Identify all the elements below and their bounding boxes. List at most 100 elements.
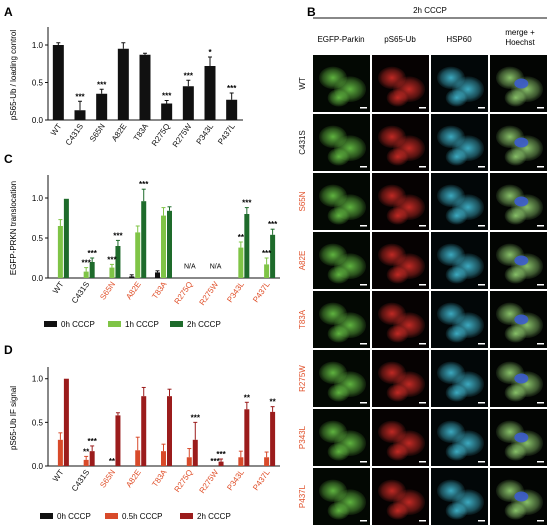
legend-swatch: [44, 321, 57, 327]
y-tick-label: 0.0: [32, 462, 44, 471]
category-label: T83A: [150, 467, 169, 488]
scale-bar: [478, 402, 485, 404]
y-axis-label: EGFP-PRKN translocation: [9, 181, 18, 275]
category-label: WT: [51, 280, 66, 295]
cell-blob: [327, 383, 350, 402]
category-label: A82E: [124, 468, 143, 489]
microscopy-panel: 2h CCCP EGFP-Parkin pS65-Ub HSP60 merge +Hoe…: [298, 6, 547, 525]
significance-marker: ***: [210, 457, 220, 466]
bar: [167, 396, 172, 466]
cell-blob: [327, 324, 350, 343]
category-label: R275Q: [150, 122, 172, 148]
scale-bar: [360, 461, 367, 463]
y-axis-label: pS65-Ub / loading control: [9, 30, 18, 121]
bar: [186, 457, 192, 466]
bar: [192, 439, 198, 466]
scale-bar: [478, 461, 485, 463]
bar: [63, 378, 69, 466]
row-label: T83A: [298, 309, 307, 329]
bar: [244, 214, 250, 278]
scale-bar: [537, 225, 544, 227]
category-label: P437L: [251, 280, 272, 305]
significance-marker: ***: [75, 92, 85, 101]
bar: [167, 210, 172, 278]
cell-blob: [386, 265, 409, 284]
nucleus-blob: [514, 255, 529, 266]
column-header: pS65-Ub: [384, 35, 416, 44]
bar: [52, 45, 64, 120]
na-label: N/A: [184, 263, 196, 270]
bar: [63, 198, 69, 278]
cell-blob: [504, 88, 527, 107]
bar: [141, 201, 147, 278]
significance-marker: **: [238, 233, 245, 242]
bar: [244, 409, 250, 466]
scale-bar: [419, 461, 426, 463]
bar: [109, 267, 115, 278]
bar: [270, 411, 276, 466]
y-tick-label: 0.5: [32, 418, 44, 427]
category-label: C431S: [64, 122, 85, 147]
category-label: R275W: [198, 468, 221, 495]
cell-blob: [504, 383, 527, 402]
y-tick-label: 1.0: [32, 194, 44, 203]
bar: [117, 48, 129, 120]
category-label: C431S: [70, 280, 91, 305]
bar: [270, 234, 276, 278]
bar: [115, 246, 121, 278]
category-label: R275W: [198, 280, 221, 307]
significance-marker: **: [269, 398, 276, 407]
cell-blob: [445, 88, 468, 107]
scale-bar: [419, 166, 426, 168]
scale-bar: [360, 107, 367, 109]
nucleus-blob: [514, 491, 529, 502]
category-label: WT: [51, 468, 66, 483]
y-tick-label: 0.0: [32, 274, 44, 283]
cell-blob: [445, 324, 468, 343]
bar: [115, 415, 121, 466]
category-label: A82E: [110, 122, 129, 143]
significance-marker: ***: [113, 231, 123, 240]
nucleus-blob: [514, 314, 529, 325]
category-label: T83A: [150, 279, 169, 300]
bar: [135, 450, 141, 466]
significance-marker: ***: [87, 249, 97, 258]
scale-bar: [419, 520, 426, 522]
significance-marker: ***: [81, 259, 91, 268]
bar: [264, 264, 270, 278]
significance-marker: *: [208, 48, 212, 57]
panel-letter-b: B: [307, 5, 316, 19]
scale-bar: [478, 520, 485, 522]
cell-blob: [445, 383, 468, 402]
category-label: C431S: [70, 468, 91, 493]
bar: [226, 99, 238, 120]
cell-blob: [445, 206, 468, 225]
category-label: P343L: [225, 280, 246, 305]
significance-marker: ***: [216, 450, 226, 459]
nucleus-blob: [514, 196, 529, 207]
bar: [57, 439, 63, 466]
chart-d: 0.0 0.5 1.0 pS65-Ub IF signal WT C431S S65N A82…: [9, 367, 280, 521]
panel-letter-c: C: [4, 152, 13, 166]
column-header: EGFP-Parkin: [317, 35, 364, 44]
significance-marker: ***: [268, 220, 278, 229]
cell-blob: [386, 442, 409, 461]
significance-marker: ***: [107, 255, 117, 264]
bar: [238, 247, 244, 278]
bar: [204, 66, 216, 120]
scale-bar: [419, 284, 426, 286]
bar: [161, 103, 173, 120]
legend-swatch: [170, 321, 183, 327]
legend-swatch: [105, 513, 118, 519]
cell-blob: [327, 206, 350, 225]
bar: [161, 215, 166, 278]
scale-bar: [478, 107, 485, 109]
panel-letter-d: D: [4, 343, 13, 357]
cell-blob: [445, 501, 468, 520]
bar: [141, 396, 147, 466]
cell-blob: [504, 501, 527, 520]
bar: [155, 272, 160, 278]
y-tick-label: 1.0: [32, 375, 44, 384]
column-header: merge +: [505, 28, 535, 37]
cell-blob: [445, 442, 468, 461]
